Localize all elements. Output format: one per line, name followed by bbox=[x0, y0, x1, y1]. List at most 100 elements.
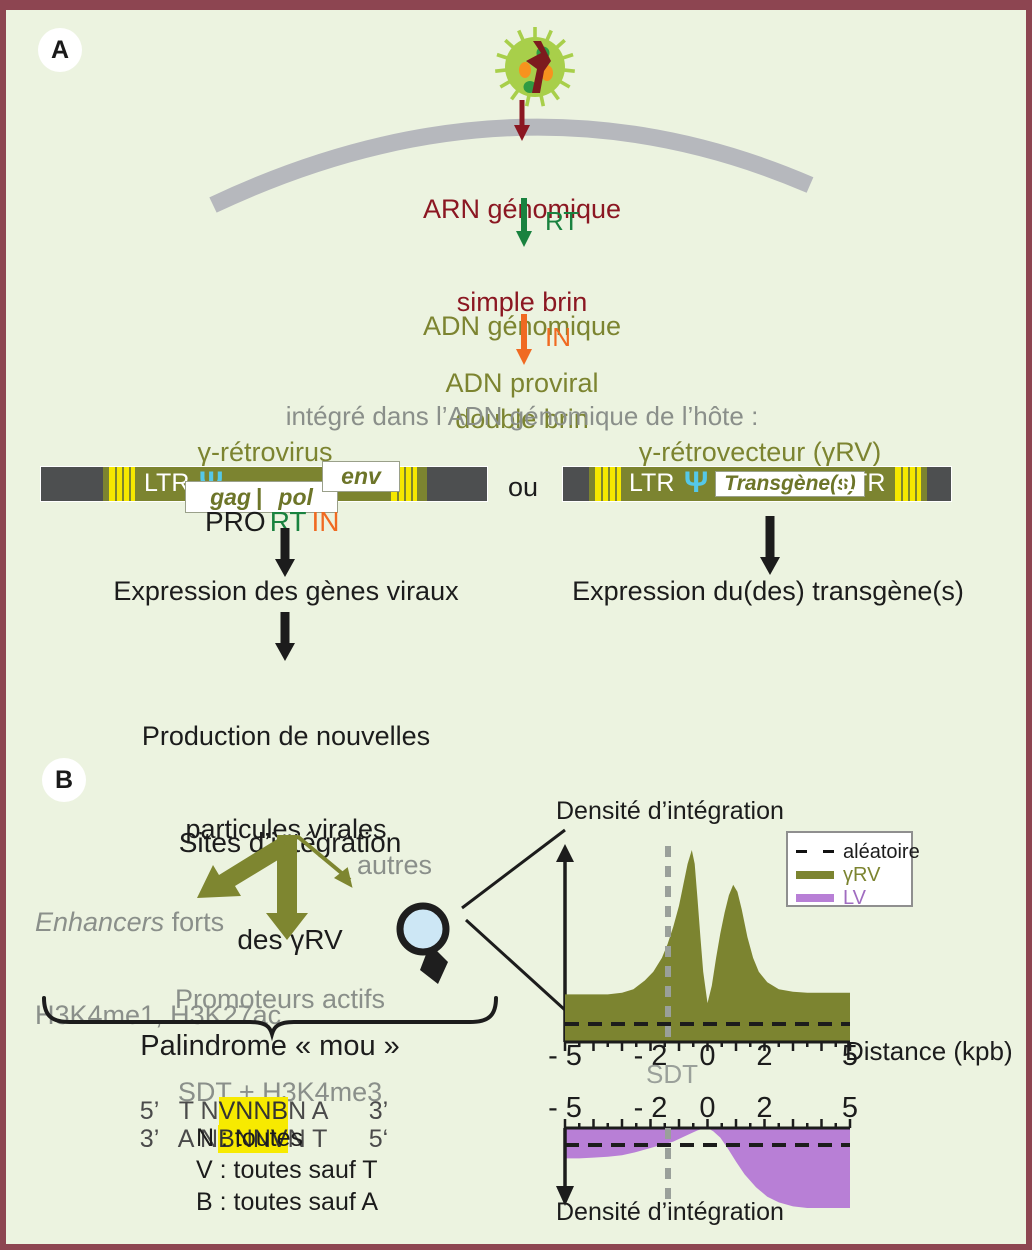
genomic-dna-line1: ADN génomique bbox=[422, 311, 622, 342]
seq-top-b3: N bbox=[235, 1097, 254, 1125]
panel-b-badge: B bbox=[42, 758, 86, 802]
virus-particle-icon bbox=[495, 27, 575, 107]
viral-gene-expression-text: Expression des gènes viraux bbox=[113, 576, 459, 606]
strong-enhancers-line1: Enhancers forts bbox=[35, 907, 281, 938]
definition-v: V : toutes sauf T bbox=[196, 1156, 378, 1184]
genomic-rna-line1: ARN génomique bbox=[422, 194, 622, 225]
env-gene-box[interactable]: env bbox=[322, 461, 400, 492]
legend-row-gammarv: γRV bbox=[796, 863, 901, 886]
legend-row-lv: LV bbox=[796, 886, 901, 909]
frame-left-border bbox=[0, 0, 6, 1250]
seq-bot-b5: V bbox=[270, 1125, 288, 1153]
legend-swatch-gammarv bbox=[796, 870, 834, 879]
chart-lv-plot bbox=[556, 1119, 852, 1208]
genomic-rna-line2: simple brin bbox=[456, 287, 588, 318]
conjunction-ou: ou bbox=[508, 472, 539, 502]
gag-gene-label: gag bbox=[210, 483, 251, 510]
seq-top-b0: T bbox=[178, 1097, 194, 1125]
arrow-rt bbox=[516, 198, 532, 247]
chart-lv-xtick-4: 5 bbox=[841, 1092, 859, 1124]
seq-top-b7: A bbox=[311, 1097, 327, 1125]
legend-swatch-lv bbox=[796, 893, 834, 902]
seq-bot-b6: N bbox=[287, 1125, 306, 1153]
seq-bot-5prime: 5‘ bbox=[368, 1125, 389, 1153]
in-product-label: IN bbox=[311, 506, 340, 537]
env-gene-label: env bbox=[341, 463, 381, 489]
seq-bot-b3: N bbox=[234, 1125, 253, 1153]
chart-legend: aléatoire γRV LV bbox=[786, 831, 920, 909]
genomic-dna-text: ADN génomique double brin bbox=[423, 249, 621, 497]
proviral-dna-text: ADN proviral bbox=[445, 368, 599, 398]
chart-lv-ylabel: Densité d’intégration bbox=[556, 1198, 784, 1226]
ltr-left-repeat-marks bbox=[109, 467, 135, 501]
in-enzyme-label: IN bbox=[545, 322, 571, 352]
chart-gammarv-plot bbox=[556, 844, 852, 1051]
seq-bot-b4: N bbox=[252, 1125, 271, 1153]
chart-lv-xtick-2: 0 bbox=[699, 1092, 716, 1124]
gag-pol-gene-box[interactable]: gag | pol bbox=[185, 481, 338, 513]
chart-lv-xtick-1: - 2 bbox=[633, 1092, 668, 1124]
transgene-label: Transgène(s) bbox=[724, 472, 856, 495]
vector-ltr-left-label: LTR bbox=[629, 469, 675, 497]
legend-row-random: aléatoire bbox=[796, 840, 920, 863]
enhancers-word: Enhancers bbox=[35, 907, 165, 938]
enhancer-marks-line: H3K4me1, H3K27ac bbox=[35, 1000, 282, 1031]
zoom-connector-lines bbox=[461, 828, 567, 1012]
rt-enzyme-label: RT bbox=[545, 206, 580, 236]
chart-lv-xtick-3: 2 bbox=[756, 1092, 773, 1124]
ltr-left-label: LTR bbox=[144, 469, 190, 497]
gamma-retrovector-construct[interactable]: LTR Ψ Transgène(s) LTR bbox=[562, 466, 952, 502]
production-line1: Production de nouvelles bbox=[141, 721, 431, 752]
strong-enhancers-text: Enhancers forts H3K4me1, H3K27ac bbox=[35, 845, 281, 1093]
legend-label-lv: LV bbox=[843, 886, 866, 909]
magnifying-glass-icon[interactable] bbox=[392, 900, 472, 1000]
seq-bot-3prime: 3’ bbox=[139, 1125, 159, 1153]
seq-top-3prime: 3’ bbox=[368, 1097, 389, 1125]
chart-gammarv-xtick-2: 0 bbox=[699, 1040, 716, 1072]
seq-top-5prime: 5’ bbox=[139, 1097, 159, 1125]
genomic-dna-line2: double brin bbox=[455, 404, 589, 435]
transgene-expression-text: Expression du(des) transgène(s) bbox=[572, 576, 964, 606]
seq-bot-b7: T bbox=[312, 1125, 327, 1153]
enhancers-rest: forts bbox=[164, 907, 225, 938]
palindrome-brace bbox=[42, 996, 498, 1042]
arrow-to-transgene-expression bbox=[760, 516, 780, 575]
vector-ltr-right-repeat-marks bbox=[895, 467, 921, 501]
chart-gammarv-xlabel: Distance (kpb) bbox=[845, 1036, 1013, 1066]
pro-enzyme-label: PRO bbox=[205, 506, 266, 537]
chart-gammarv-ylabel: Densité d’intégration bbox=[556, 797, 784, 825]
chart-lv-xtick-0: - 5 bbox=[548, 1092, 582, 1124]
frame-top-border bbox=[0, 0, 1032, 10]
panel-a-label: A bbox=[50, 35, 70, 64]
arrow-in bbox=[516, 314, 532, 365]
pol-gene-label: pol bbox=[278, 483, 313, 510]
panel-b-label: B bbox=[54, 765, 74, 794]
genomic-rna-text: ARN génomique simple brin bbox=[423, 132, 621, 380]
seq-bot-b0: A bbox=[177, 1125, 194, 1153]
seq-top-b1: N bbox=[200, 1097, 219, 1125]
arrow-to-viral-gene-expression bbox=[275, 528, 295, 577]
vector-psi-packaging-signal-icon: Ψ bbox=[684, 466, 709, 499]
gamma-retrovirus-title: γ-rétrovirus bbox=[197, 437, 333, 467]
sequence-row-bottom: 3’ A NBNNVN T 5‘ bbox=[112, 1096, 388, 1183]
definition-n: N : toutes bbox=[196, 1124, 303, 1152]
chart-gammarv-xtick-1: - 2 bbox=[633, 1040, 668, 1072]
transgene-box[interactable]: Transgène(s) bbox=[715, 471, 865, 497]
arrow-to-viral-particle-production bbox=[275, 612, 295, 661]
chart-gammarv-sdt-label: SDT bbox=[646, 1059, 698, 1089]
gamma-retrovector-title: γ-rétrovecteur (γRV) bbox=[638, 437, 882, 467]
seq-top-b2: V bbox=[218, 1097, 236, 1125]
seq-top-b5: B bbox=[271, 1097, 289, 1125]
vector-ltr-left-repeat-marks bbox=[595, 467, 621, 501]
palindrome-title: Palindrome « mou » bbox=[140, 1030, 400, 1062]
active-promoters-line1: Promoteurs actifs bbox=[174, 984, 386, 1015]
vector-ltr-right-label: LTR bbox=[840, 469, 886, 497]
arrow-virus-to-rna bbox=[514, 100, 530, 141]
legend-label-gammarv: γRV bbox=[843, 863, 881, 886]
integration-sites-line2: des γRV bbox=[237, 923, 343, 955]
gene-separator: | bbox=[255, 483, 263, 510]
seq-top-b4: N bbox=[253, 1097, 272, 1125]
chart-gammarv-xtick-4: 5 bbox=[841, 1040, 859, 1072]
legend-dash-icon bbox=[796, 850, 834, 853]
integration-note-text: intégré dans l’ADN génomique de l’hôte : bbox=[285, 401, 759, 431]
